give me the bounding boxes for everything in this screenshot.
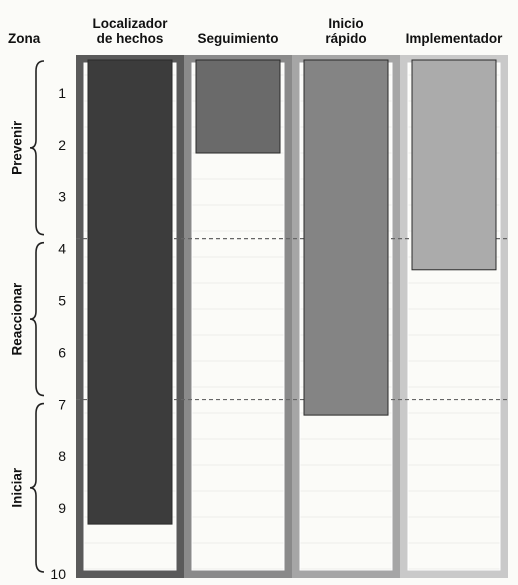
y-tick-label: 10 — [50, 566, 66, 580]
column-frame — [400, 55, 508, 578]
y-tick-label: 2 — [58, 137, 66, 153]
column-frame — [292, 55, 400, 578]
bar — [411, 59, 497, 271]
category-label: rápido — [325, 31, 366, 46]
zone-label: Reaccionar — [10, 282, 25, 356]
category-label: Seguimiento — [197, 31, 278, 46]
zone-bracket — [29, 241, 45, 397]
bar — [87, 59, 173, 525]
y-tick-label: 9 — [58, 500, 66, 516]
y-tick-label: 8 — [58, 448, 66, 464]
y-tick-label: 4 — [58, 241, 66, 257]
y-axis-title: Zona — [8, 31, 41, 46]
zone-label: Prevenir — [10, 120, 25, 175]
bar — [303, 59, 389, 416]
category-label: de hechos — [97, 31, 164, 46]
y-tick-label: 6 — [58, 344, 66, 360]
zone-bracket — [29, 402, 45, 573]
category-label: Implementador — [406, 31, 504, 46]
y-tick-label: 7 — [58, 396, 66, 412]
category-label: Localizador — [92, 16, 168, 31]
y-tick-label: 1 — [58, 85, 66, 101]
column-frame — [184, 55, 292, 578]
category-label: Inicio — [328, 16, 363, 31]
bar — [195, 59, 281, 154]
column-frame — [76, 55, 184, 578]
zone-label: Iniciar — [10, 467, 25, 508]
y-tick-label: 5 — [58, 293, 66, 309]
zone-bracket — [29, 60, 45, 236]
y-tick-label: 3 — [58, 189, 66, 205]
